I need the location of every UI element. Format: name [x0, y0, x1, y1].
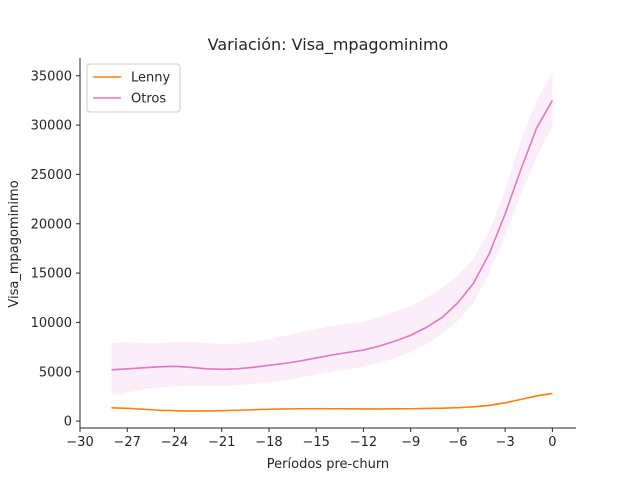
series-lines — [111, 100, 554, 412]
legend-frame — [86, 63, 181, 113]
y-tick-label: 35000 — [31, 69, 72, 84]
legend: Lenny Otros — [86, 63, 181, 113]
series-line-otros — [111, 100, 554, 371]
y-axis-label: Visa_mpagominimo — [7, 180, 22, 307]
confidence-bands — [111, 72, 553, 396]
x-axis-label: Períodos pre-churn — [267, 457, 389, 472]
y-tick-label: 0 — [64, 415, 72, 430]
axes — [79, 58, 576, 429]
x-tick-label: −3 — [496, 435, 515, 450]
x-tick-label: −18 — [255, 435, 282, 450]
band-otros — [111, 72, 553, 396]
y-tick-label: 5000 — [39, 365, 72, 380]
x-tick-label: −12 — [350, 435, 377, 450]
y-tick-label: 15000 — [31, 267, 72, 282]
legend-label-otros: Otros — [131, 92, 166, 107]
chart-title: Variación: Visa_mpagominimo — [208, 35, 449, 55]
y-tick-label: 10000 — [31, 316, 72, 331]
x-tick-label: −30 — [66, 435, 93, 450]
x-axis-ticks: −30 −27 −24 −21 −18 −15 −12 −9 −6 −3 0 — [66, 428, 557, 450]
x-tick-label: −15 — [302, 435, 329, 450]
y-tick-label: 20000 — [31, 217, 72, 232]
legend-label-lenny: Lenny — [131, 71, 170, 86]
x-tick-label: −6 — [448, 435, 467, 450]
x-tick-label: −9 — [401, 435, 420, 450]
y-axis-ticks: 0 5000 10000 15000 20000 25000 30000 35000 — [31, 69, 80, 430]
y-tick-label: 25000 — [31, 168, 72, 183]
x-tick-label: 0 — [548, 435, 556, 450]
x-tick-label: −21 — [208, 435, 235, 450]
series-line-lenny — [111, 392, 553, 412]
x-tick-label: −24 — [161, 435, 188, 450]
y-tick-label: 30000 — [31, 119, 72, 134]
x-tick-label: −27 — [114, 435, 141, 450]
